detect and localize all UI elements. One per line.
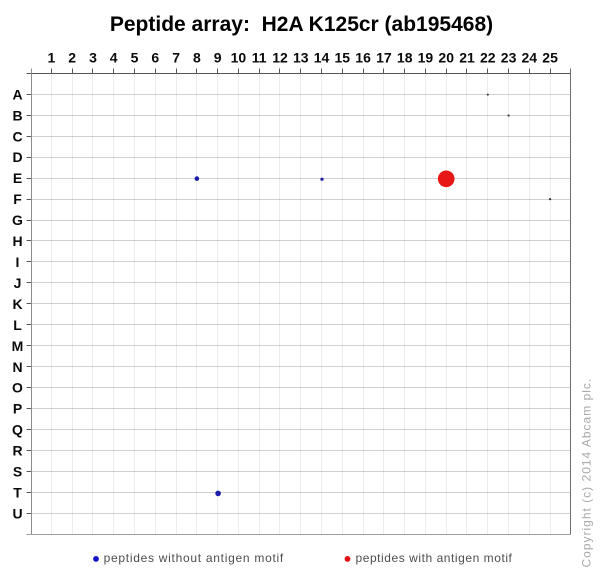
svg-text:24: 24 bbox=[522, 49, 538, 65]
svg-text:Copyright (c) 2014 Abcam plc.: Copyright (c) 2014 Abcam plc. bbox=[580, 378, 594, 568]
svg-text:21: 21 bbox=[459, 49, 475, 65]
svg-text:17: 17 bbox=[376, 49, 392, 65]
svg-text:8: 8 bbox=[193, 49, 201, 65]
svg-text:D: D bbox=[12, 149, 22, 165]
svg-text:2: 2 bbox=[68, 49, 76, 65]
svg-text:6: 6 bbox=[151, 49, 159, 65]
svg-text:F: F bbox=[13, 191, 22, 207]
svg-text:5: 5 bbox=[131, 49, 139, 65]
svg-text:22: 22 bbox=[480, 49, 496, 65]
svg-text:19: 19 bbox=[418, 49, 434, 65]
svg-text:11: 11 bbox=[252, 49, 267, 65]
svg-text:15: 15 bbox=[335, 49, 351, 65]
svg-text:3: 3 bbox=[89, 49, 97, 65]
svg-text:C: C bbox=[12, 128, 22, 144]
svg-text:L: L bbox=[13, 317, 22, 333]
svg-text:B: B bbox=[12, 107, 22, 123]
svg-text:E: E bbox=[13, 170, 22, 186]
svg-text:Peptide array: H2A K125cr (ab: Peptide array: H2A K125cr (ab195468) bbox=[110, 13, 493, 36]
svg-text:13: 13 bbox=[293, 49, 309, 65]
svg-text:G: G bbox=[12, 212, 23, 228]
svg-text:A: A bbox=[12, 86, 22, 102]
svg-text:T: T bbox=[13, 485, 22, 501]
svg-text:1: 1 bbox=[48, 49, 56, 65]
svg-text:23: 23 bbox=[501, 49, 517, 65]
svg-text:4: 4 bbox=[110, 49, 118, 65]
svg-text:H: H bbox=[12, 233, 22, 249]
svg-text:O: O bbox=[12, 380, 23, 396]
svg-text:Q: Q bbox=[12, 422, 23, 438]
svg-text:I: I bbox=[16, 254, 20, 270]
svg-text:14: 14 bbox=[314, 49, 330, 65]
svg-text:P: P bbox=[13, 401, 22, 417]
svg-text:20: 20 bbox=[438, 49, 454, 65]
svg-text:12: 12 bbox=[272, 49, 288, 65]
svg-text:9: 9 bbox=[214, 49, 222, 65]
svg-text:N: N bbox=[12, 359, 22, 375]
svg-text:10: 10 bbox=[231, 49, 247, 65]
svg-text:peptides with antigen motif: peptides with antigen motif bbox=[356, 551, 513, 565]
svg-text:7: 7 bbox=[172, 49, 180, 65]
svg-text:16: 16 bbox=[355, 49, 371, 65]
svg-text:R: R bbox=[12, 443, 22, 459]
svg-text:S: S bbox=[13, 464, 22, 480]
svg-text:18: 18 bbox=[397, 49, 413, 65]
svg-text:M: M bbox=[12, 338, 24, 354]
svg-text:U: U bbox=[12, 505, 22, 521]
svg-text:25: 25 bbox=[542, 49, 558, 65]
svg-text:K: K bbox=[12, 296, 22, 312]
svg-text:J: J bbox=[14, 275, 22, 291]
svg-text:peptides without antigen motif: peptides without antigen motif bbox=[104, 551, 284, 565]
